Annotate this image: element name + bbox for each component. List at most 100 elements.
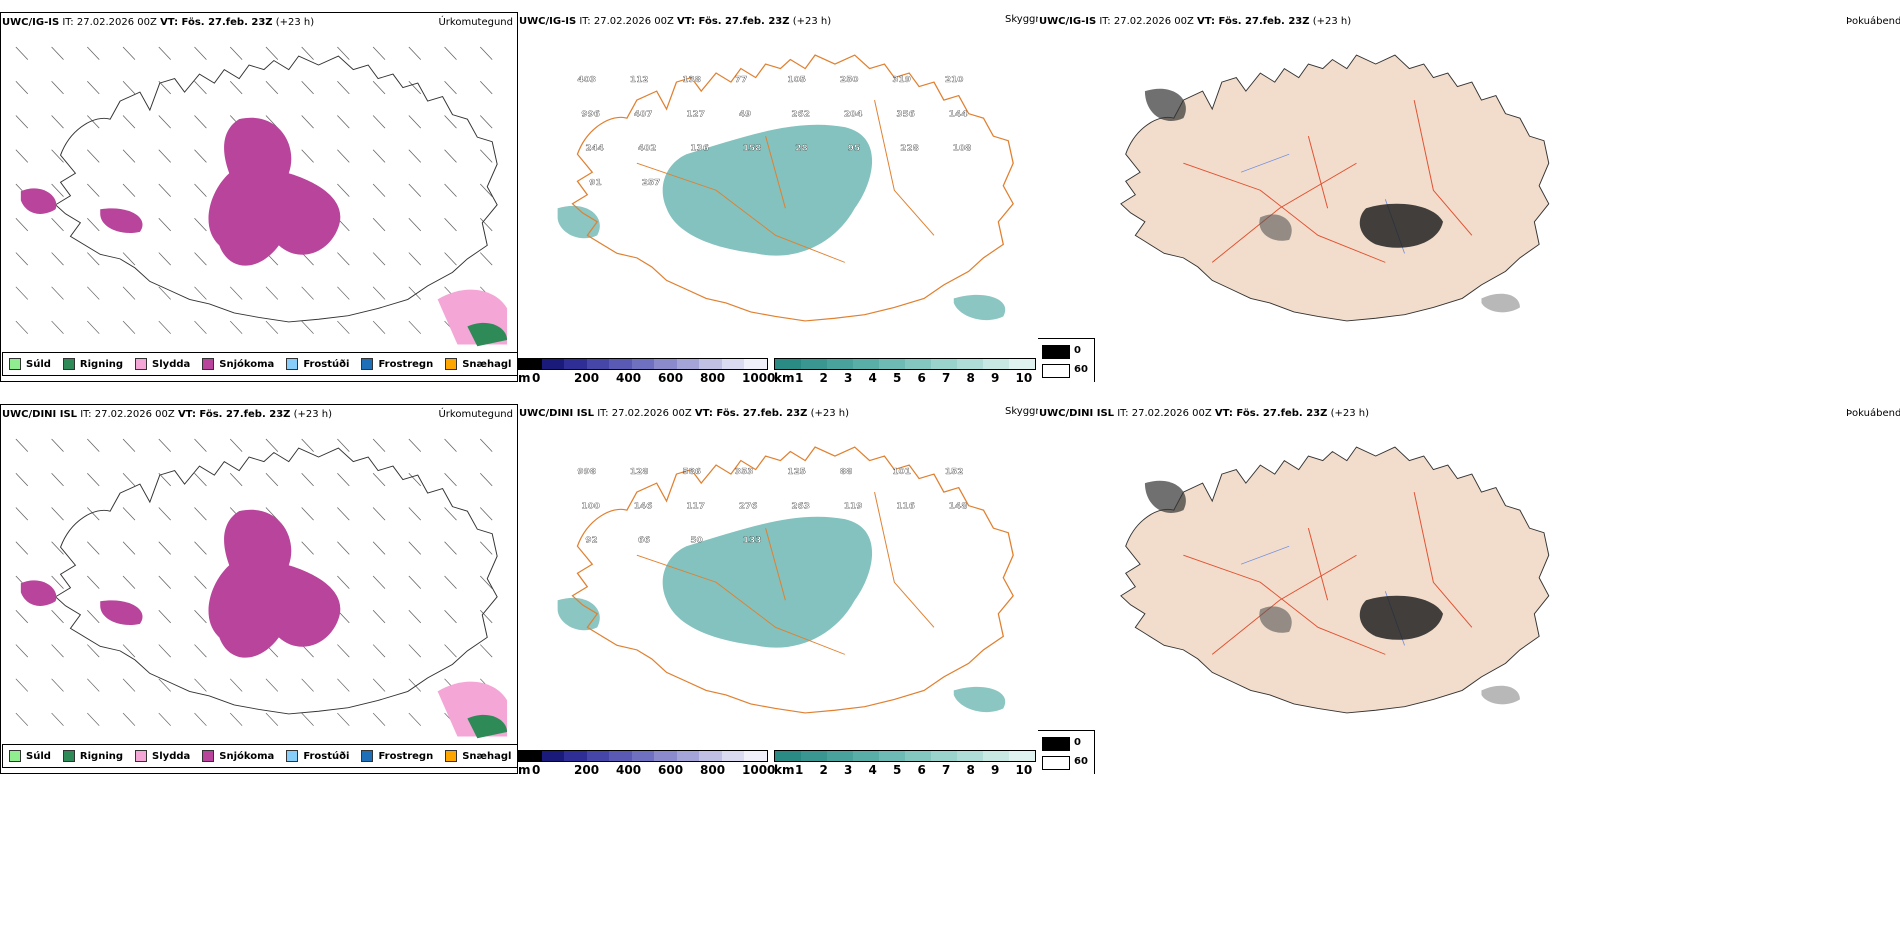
ceiling-unit: m	[518, 763, 531, 774]
visibility-value: 319	[892, 75, 911, 85]
visibility-value: 95	[848, 144, 860, 154]
legend-item: Snjókoma	[202, 358, 274, 370]
visibility-tick: 2	[819, 763, 828, 774]
panel-title: UWC/IG-IS IT: 27.02.2026 00Z VT: Fös. 27…	[1039, 16, 1352, 27]
fog-map	[1068, 28, 1568, 352]
visibility-value: 244	[585, 144, 604, 154]
legend-label: Frostregn	[378, 750, 434, 762]
visibility-value: 158	[743, 144, 762, 154]
legend-item: Snæhagl	[445, 750, 511, 762]
visibility-value: 144	[949, 110, 968, 120]
visibility-value: 586	[682, 467, 701, 477]
visibility-value: 91	[589, 178, 601, 188]
valid-time: VT: Fös. 27.feb. 23Z	[177, 409, 291, 420]
visibility-tick: 8	[966, 371, 975, 382]
ceiling-unit: m	[518, 371, 531, 382]
visibility-value: 49	[739, 110, 751, 120]
visibility-tick: 5	[893, 763, 902, 774]
legend-label: Slydda	[152, 750, 191, 762]
fog-legend: 0 60	[1038, 730, 1095, 774]
visibility-tick: 10	[1015, 763, 1033, 774]
visibility-value: 262	[791, 110, 810, 120]
legend-label: Rigning	[79, 750, 124, 762]
visibility-value: 228	[900, 144, 919, 154]
fog-panel: UWC/IG-IS IT: 27.02.2026 00Z VT: Fös. 27…	[1038, 12, 1900, 382]
visibility-tick: 3	[844, 763, 853, 774]
ceiling-tick: 1000	[742, 371, 776, 382]
ceiling-tick: 200	[574, 371, 600, 382]
visibility-tick: 7	[942, 763, 951, 774]
panel-title: UWC/IG-IS IT: 27.02.2026 00Z VT: Fös. 27…	[519, 16, 832, 27]
fog-panel: UWC/DINI ISL IT: 27.02.2026 00Z VT: Fös.…	[1038, 404, 1900, 774]
model-name: UWC/IG-IS	[2, 17, 60, 28]
visibility-tick: 6	[917, 763, 926, 774]
visibility-value: 402	[638, 144, 657, 154]
fog-title: Þokuábendi	[1846, 16, 1900, 27]
visibility-value: 138	[682, 75, 701, 85]
ceiling-visibility-panel: UWC/IG-IS IT: 27.02.2026 00Z VT: Fös. 27…	[518, 12, 1038, 382]
legend-item: Frostúði	[286, 750, 349, 762]
visibility-value: 403	[577, 75, 596, 85]
legend-label: Frostúði	[303, 750, 350, 762]
legend-label: Rigning	[79, 358, 124, 370]
visibility-value: 101	[892, 467, 911, 477]
ceiling-tick: 600	[658, 371, 684, 382]
legend-label: Snjókoma	[219, 358, 275, 370]
visibility-tick: 1	[795, 763, 804, 774]
fog-legend: 0 60	[1038, 338, 1095, 382]
precip-type-panel: UWC/IG-IS IT: 27.02.2026 00Z VT: Fös. 27…	[0, 12, 518, 382]
visibility-value: 117	[686, 502, 705, 512]
visibility-tick: 10	[1015, 371, 1033, 382]
precip-map	[1, 421, 517, 745]
visibility-value: 146	[634, 502, 653, 512]
visibility-value: 204	[844, 110, 863, 120]
panel-title: UWC/DINI ISL IT: 27.02.2026 00Z VT: Fös.…	[2, 409, 332, 420]
visibility-value: 276	[739, 502, 758, 512]
visibility-value: 125	[787, 467, 806, 477]
visibility-colorbar	[774, 358, 1036, 370]
legend-label: Frostúði	[303, 358, 350, 370]
panel-title: UWC/IG-IS IT: 27.02.2026 00Z VT: Fös. 27…	[2, 17, 314, 28]
legend-item: Rigning	[62, 358, 124, 370]
visibility-unit: km	[774, 763, 795, 774]
legend-label: Súld	[26, 358, 51, 370]
ceiling-map: 998 128 586 353 125 88 101 152 100 146 117 276 263 11…	[518, 420, 1033, 744]
legend-item: Snjókoma	[202, 750, 274, 762]
precip-type-title: Úrkomutegund	[438, 409, 513, 420]
legend-item: Rigning	[62, 750, 124, 762]
ceiling-map: 403 112 138 77 105 250 319 210 996 407 127 49 262 204…	[518, 28, 1033, 352]
visibility-value: 28	[795, 144, 807, 154]
valid-time: VT: Fös. 27.feb. 23Z	[160, 17, 273, 28]
visibility-tick: 4	[868, 371, 877, 382]
visibility-tick: 6	[917, 371, 926, 382]
visibility-value: 353	[735, 467, 754, 477]
ceiling-tick: 0	[532, 763, 541, 774]
visibility-unit: km	[774, 371, 795, 382]
legend-item: Súld	[9, 750, 51, 762]
precip-type-title: Úrkomutegund	[438, 17, 513, 28]
legend-item: Súld	[9, 358, 51, 370]
init-time: IT: 27.02.2026 00Z	[62, 17, 157, 28]
ceiling-colorbar	[518, 358, 768, 370]
legend-label: Snjókoma	[219, 750, 275, 762]
visibility-value: 998	[577, 467, 596, 477]
visibility-value: 77	[735, 75, 747, 85]
legend-item: Snæhagl	[445, 358, 511, 370]
visibility-value: 88	[840, 467, 852, 477]
ceiling-tick: 1000	[742, 763, 776, 774]
visibility-tick: 3	[844, 371, 853, 382]
visibility-value: 136	[690, 144, 709, 154]
visibility-value: 66	[638, 536, 650, 546]
visibility-value: 263	[791, 502, 810, 512]
visibility-value: 996	[581, 110, 600, 120]
ceiling-tick: 400	[616, 763, 642, 774]
precip-map	[1, 29, 517, 353]
visibility-value: 133	[743, 536, 762, 546]
visibility-value: 407	[634, 110, 653, 120]
visibility-value: 250	[840, 75, 859, 85]
panel-title: UWC/DINI ISL IT: 27.02.2026 00Z VT: Fös.…	[1039, 408, 1369, 419]
panel-title: UWC/DINI ISL IT: 27.02.2026 00Z VT: Fös.…	[519, 408, 849, 419]
cloud-title: Skyggni	[1005, 14, 1038, 25]
visibility-value: 50	[690, 536, 702, 546]
lead-time: (+23 h)	[293, 409, 333, 420]
